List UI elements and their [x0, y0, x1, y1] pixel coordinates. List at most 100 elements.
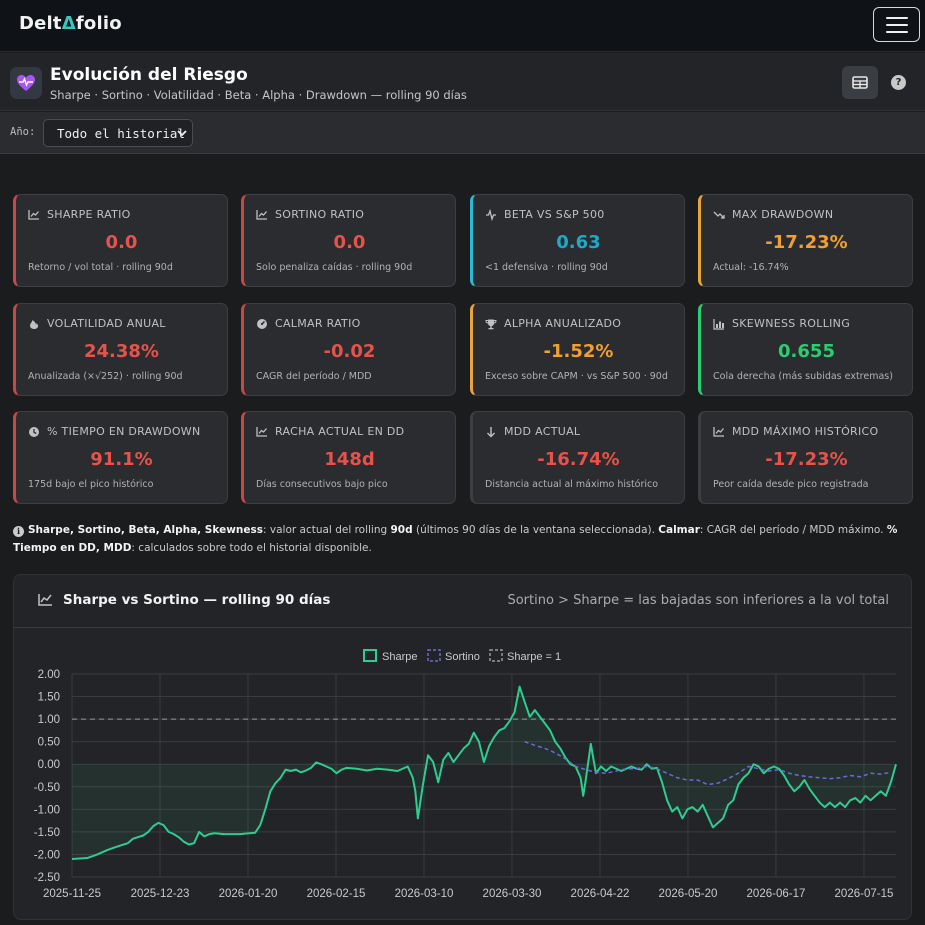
card-header: RACHA ACTUAL EN DD [256, 425, 404, 438]
card-header: % TIEMPO EN DRAWDOWN [28, 425, 201, 438]
card-header: VOLATILIDAD ANUAL [28, 317, 166, 330]
legend-swatch-sharpe [363, 649, 377, 662]
clock-icon [29, 426, 39, 437]
card-value: 0.655 [778, 341, 835, 362]
gauge-icon [257, 318, 267, 329]
kpi-card-mdd-m-ximo-hist-rico: MDD MÁXIMO HISTÓRICO -17.23% Peor caída de… [698, 411, 913, 504]
y-tick-label: 1.00 [38, 714, 60, 726]
card-value: 0.0 [105, 232, 138, 253]
info-icon: i [13, 526, 24, 537]
card-title: MDD ACTUAL [504, 425, 581, 438]
line-chart-icon [38, 594, 52, 606]
card-title: VOLATILIDAD ANUAL [47, 317, 166, 330]
card-value: 24.38% [84, 341, 159, 362]
sortino-series-line [524, 740, 892, 786]
card-header: SORTINO RATIO [256, 208, 364, 221]
x-tick-label: 2026-07-15 [835, 888, 894, 900]
card-header: MDD ACTUAL [485, 425, 580, 438]
kpi-card-volatilidad-anual: VOLATILIDAD ANUAL 24.38% Anualizada (×√252… [13, 303, 228, 396]
kpi-card-beta-vs-s-p-500: BETA VS S&P 500 0.63 <1 defensiva · rollin… [470, 194, 685, 287]
brand-text-prefix: Delt [19, 13, 62, 34]
card-value: -0.02 [323, 341, 376, 362]
x-tick-label: 2025-11-25 [43, 888, 101, 900]
sharpe-area [72, 686, 896, 859]
y-tick-label: 0.00 [38, 759, 60, 771]
kpi-card-max-drawdown: MAX DRAWDOWN -17.23% Actual: -16.74% [698, 194, 913, 287]
x-tick-label: 2025-12-23 [131, 888, 190, 900]
legend-swatch-reference [489, 649, 503, 662]
page-title: Evolución del Riesgo [50, 65, 248, 85]
kpi-card-racha-actual-en-dd: RACHA ACTUAL EN DD 148d Días consecutivos … [241, 411, 456, 504]
card-title: ALPHA ANUALIZADO [504, 317, 622, 330]
y-tick-label: -1.50 [34, 827, 60, 839]
kpi-card-sharpe-ratio: SHARPE RATIO 0.0 Retorno / vol total · rol… [13, 194, 228, 287]
card-subtitle: Cola derecha (más subidas extremas) [713, 371, 893, 382]
filter-bar: Año: Todo el historial [0, 112, 925, 154]
chart-header: Sharpe vs Sortino — rolling 90 días Sort… [14, 575, 911, 628]
hamburger-icon [886, 17, 908, 19]
year-label: Año: [10, 126, 36, 138]
card-value: -17.23% [765, 449, 848, 470]
kpi-card-sortino-ratio: SORTINO RATIO 0.0 Solo penaliza caídas · r… [241, 194, 456, 287]
legend-label-sortino: Sortino [445, 651, 480, 663]
card-header: SKEWNESS ROLLING [713, 317, 850, 330]
line-chart-icon [256, 209, 267, 220]
y-tick-label: -2.00 [34, 849, 60, 861]
kpi-card-skewness-rolling: SKEWNESS ROLLING 0.655 Cola derecha (más s… [698, 303, 913, 396]
card-value: -1.52% [543, 341, 614, 362]
card-title: CALMAR RATIO [275, 317, 361, 330]
card-header: MAX DRAWDOWN [713, 208, 833, 221]
heart-pulse-icon [10, 67, 42, 99]
metrics-footnote: i Sharpe, Sortino, Beta, Alpha, Skewness:… [13, 524, 898, 554]
card-title: MAX DRAWDOWN [732, 208, 834, 221]
legend-swatch-sortino [427, 649, 441, 662]
kpi-card-mdd-actual: MDD ACTUAL -16.74% Distancia actual al máx… [470, 411, 685, 504]
brand-text-suffix: folio [75, 13, 122, 34]
x-tick-label: 2026-06-17 [747, 888, 806, 900]
y-tick-label: 2.00 [38, 669, 60, 681]
help-icon[interactable]: ? [891, 75, 906, 90]
trend-down-icon [713, 211, 725, 219]
x-tick-label: 2026-01-20 [219, 888, 278, 900]
year-select[interactable]: Todo el historial [43, 119, 193, 147]
card-header: BETA VS S&P 500 [485, 208, 605, 221]
card-subtitle: Retorno / vol total · rolling 90d [28, 262, 173, 273]
x-tick-label: 2026-03-10 [395, 888, 454, 900]
card-value: -16.74% [537, 449, 620, 470]
card-title: BETA VS S&P 500 [504, 208, 605, 221]
menu-toggle-button[interactable] [873, 7, 920, 42]
card-subtitle: Distancia actual al máximo histórico [485, 479, 659, 490]
y-tick-label: -2.50 [34, 872, 60, 884]
hamburger-icon-line [886, 24, 908, 26]
card-subtitle: Días consecutivos bajo pico [256, 479, 388, 490]
card-header: CALMAR RATIO [256, 317, 361, 330]
card-value: -17.23% [765, 232, 848, 253]
x-tick-label: 2026-02-15 [307, 888, 366, 900]
chart-note: Sortino > Sharpe = las bajadas son infer… [507, 593, 889, 608]
x-tick-label: 2026-03-30 [483, 888, 542, 900]
line-chart-icon [256, 426, 267, 437]
y-tick-label: -1.00 [34, 804, 60, 816]
top-navbar: DeltΔfolio [0, 0, 925, 52]
card-subtitle: 175d bajo el pico histórico [28, 479, 154, 490]
card-subtitle: CAGR del período / MDD [256, 371, 372, 382]
card-subtitle: Exceso sobre CAPM · vs S&P 500 · 90d [485, 371, 668, 382]
card-subtitle: Solo penaliza caídas · rolling 90d [256, 262, 413, 273]
x-tick-label: 2026-04-22 [571, 888, 630, 900]
brand-logo[interactable]: DeltΔfolio [19, 13, 122, 34]
hamburger-icon-line [886, 31, 908, 33]
sharpe-sortino-chart[interactable]: 2.00 1.50 1.00 0.50 0.00 -0.50 -1.00 -1.50 -2.00… [14, 575, 912, 920]
page-subtitle: Sharpe · Sortino · Volatilidad · Beta · … [50, 88, 467, 102]
sharpe-sortino-chart-card: Sharpe vs Sortino — rolling 90 días Sort… [13, 574, 912, 920]
chevron-down-icon [177, 130, 187, 137]
y-tick-label: -0.50 [34, 782, 60, 794]
card-title: MDD MÁXIMO HISTÓRICO [732, 425, 879, 438]
x-tick-label: 2026-05-20 [659, 888, 718, 900]
card-title: SHARPE RATIO [47, 208, 131, 221]
card-value: 91.1% [90, 449, 153, 470]
table-view-button[interactable] [842, 66, 878, 99]
card-header: ALPHA ANUALIZADO [485, 317, 621, 330]
card-header: SHARPE RATIO [28, 208, 131, 221]
card-value: 0.0 [333, 232, 366, 253]
sharpe-series-line [71, 685, 897, 860]
